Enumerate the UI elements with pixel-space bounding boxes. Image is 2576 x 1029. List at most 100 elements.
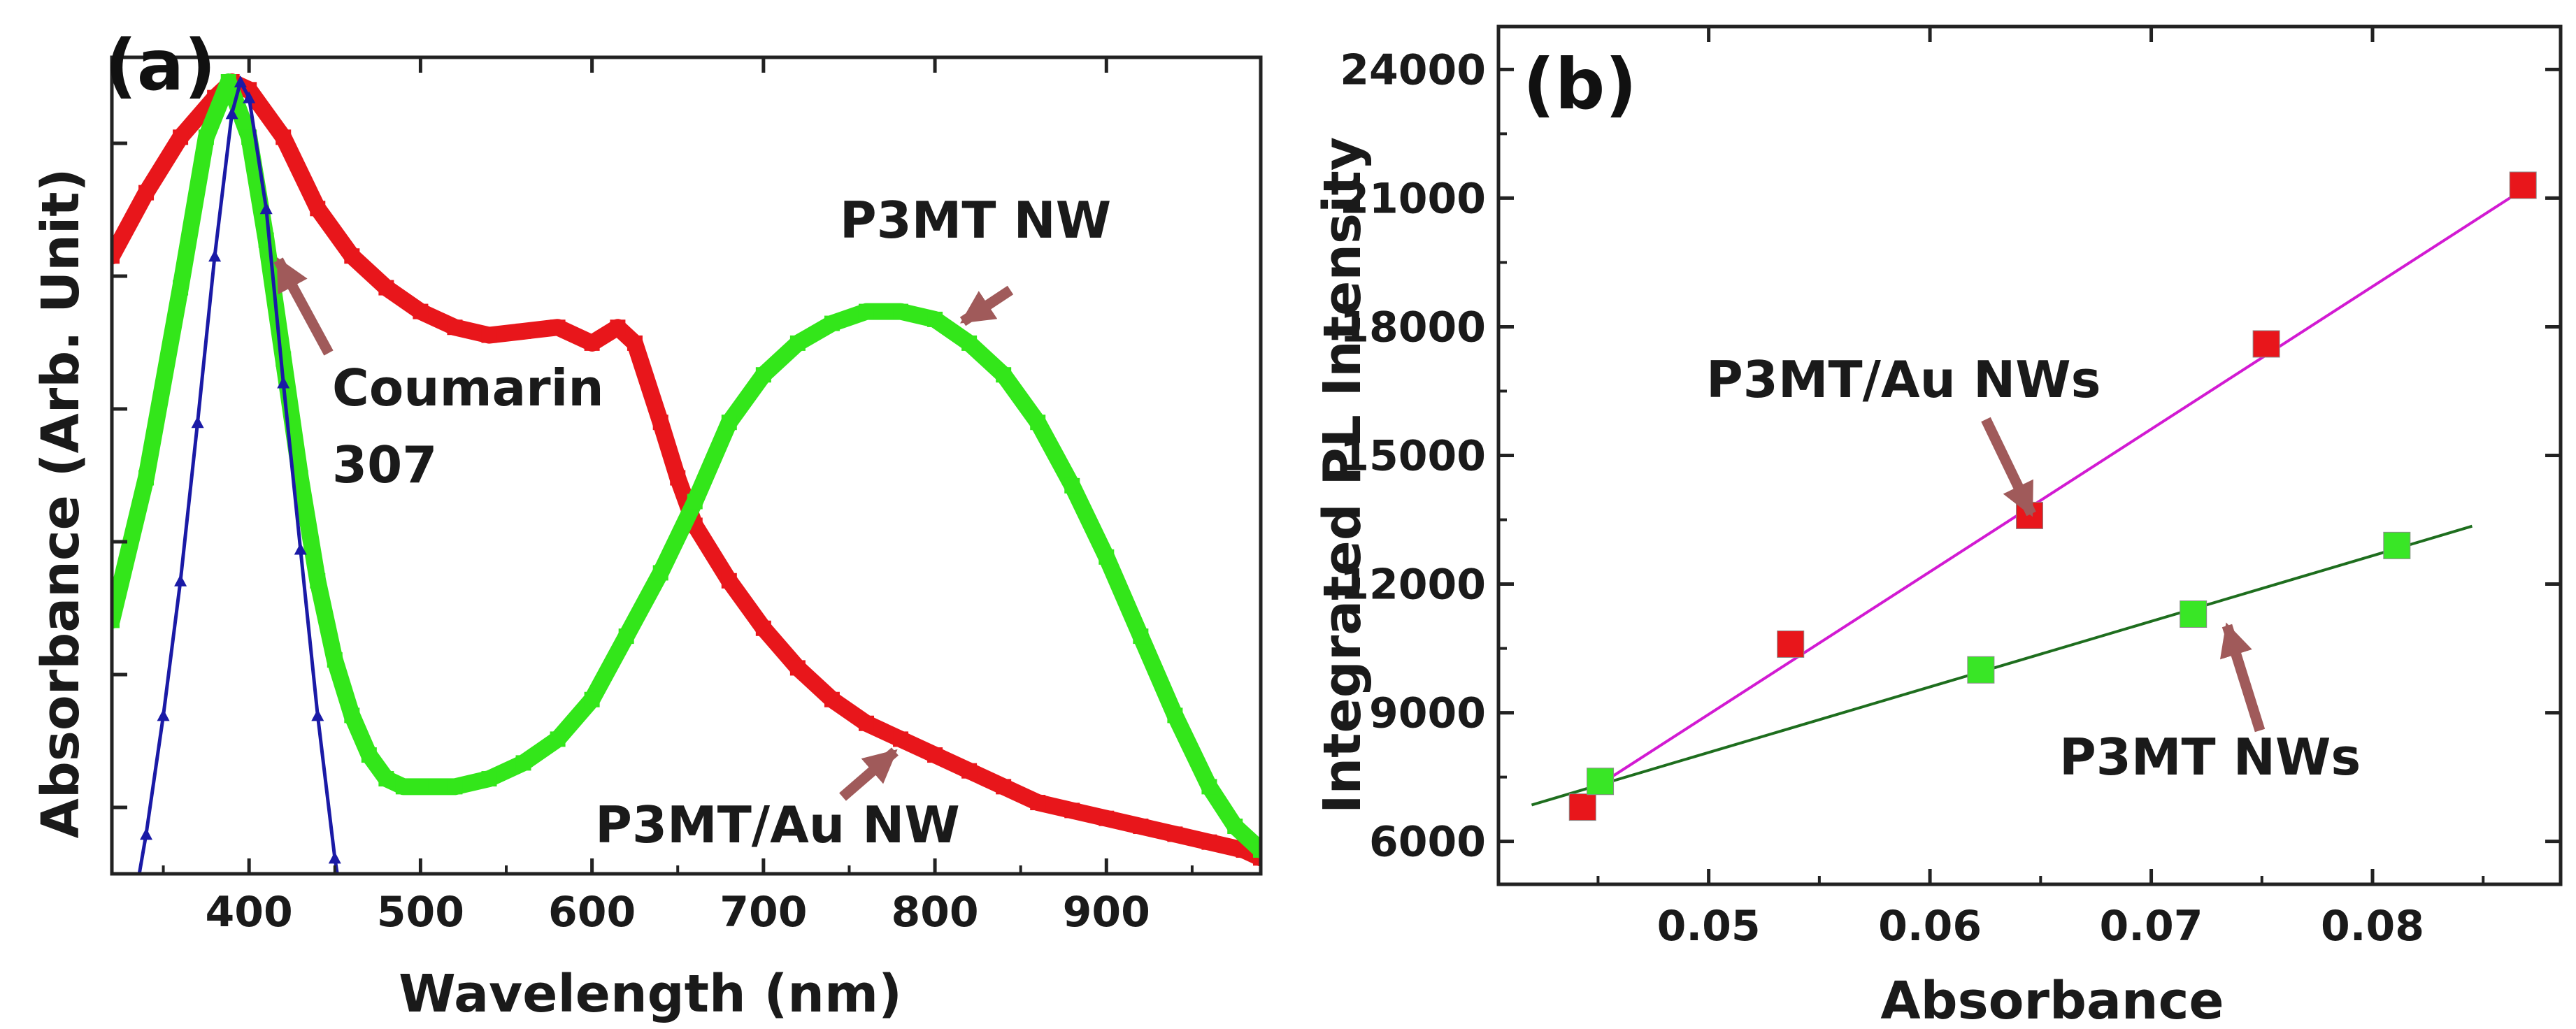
y-tick-label: 15000 <box>1340 432 1486 481</box>
data-point <box>138 185 155 201</box>
panel-b-x-axis-title: Absorbance <box>1880 971 2224 1029</box>
data-point <box>337 907 350 919</box>
data-point <box>1030 415 1046 431</box>
x-tick-label: 400 <box>206 888 293 937</box>
data-point <box>721 415 737 431</box>
data-point <box>789 660 806 676</box>
data-point <box>327 652 343 668</box>
data-point <box>1777 630 1805 658</box>
panel-a-label: (a) <box>105 24 216 106</box>
data-point <box>2252 330 2280 358</box>
x-tick-label: 0.06 <box>1878 902 1982 951</box>
data-point <box>378 771 394 787</box>
panel-a-y-axis-title: Absorbance (Arb. Unit) <box>31 168 91 839</box>
data-point <box>198 129 214 145</box>
x-tick-label: 500 <box>377 888 464 937</box>
data-point <box>140 828 153 840</box>
annotation-p3mt-nws: P3MT NWs <box>2059 728 2361 786</box>
panel-b-label: (b) <box>1523 43 1637 125</box>
data-point <box>893 303 909 319</box>
data-point <box>996 779 1012 795</box>
arrow-p3mt-nw <box>959 285 1014 326</box>
data-point <box>1967 656 1995 684</box>
data-point <box>927 311 943 327</box>
fit-line-0 <box>1597 188 2524 787</box>
data-point <box>361 747 377 763</box>
fit-line-1 <box>1531 524 2473 807</box>
data-point <box>413 779 429 795</box>
data-point <box>344 248 360 264</box>
data-point <box>294 542 307 555</box>
annotation-coumarin-line-2: 307 <box>332 436 437 494</box>
arrow-coumarin <box>273 257 334 356</box>
data-point <box>234 75 247 87</box>
data-point <box>627 335 643 351</box>
data-point <box>276 129 292 145</box>
annotation-p3mt-au-nws: P3MT/Au NWs <box>1706 350 2101 409</box>
panel-a: 400 500 600 700 800 900 (a) Wavelength (nm) A… <box>31 24 1263 1024</box>
data-point <box>2180 600 2208 628</box>
arrow-p3mt-au-nws <box>1981 417 2036 517</box>
data-point <box>824 315 840 331</box>
y-tick-label: 18000 <box>1340 303 1486 352</box>
panel-b-series-layer <box>1531 171 2537 821</box>
data-point <box>259 202 273 215</box>
data-point <box>858 303 874 319</box>
data-point <box>481 771 497 787</box>
x-tick-label: 0.07 <box>2100 902 2203 951</box>
data-point <box>1099 549 1115 565</box>
data-point <box>191 416 204 429</box>
x-tick-label: 0.08 <box>2321 902 2424 951</box>
data-point <box>550 731 566 747</box>
data-point <box>584 335 600 351</box>
annotation-p3mt-au-nw: P3MT/Au NW <box>595 796 960 854</box>
x-tick-label: 0.05 <box>1657 902 1761 951</box>
data-point <box>277 376 290 389</box>
panel-b: 0.05 0.06 0.07 0.08 6000 9000 12000 15000 18000 2… <box>1312 24 2563 1029</box>
data-point <box>344 707 360 724</box>
data-point <box>961 335 978 351</box>
data-point <box>550 319 566 336</box>
data-point <box>208 250 222 262</box>
data-point <box>755 620 771 636</box>
data-point <box>1030 795 1046 811</box>
data-point <box>157 709 170 721</box>
data-point <box>1587 768 1615 796</box>
data-point <box>112 248 120 264</box>
data-point <box>670 470 686 486</box>
data-point <box>378 280 394 296</box>
annotation-p3mt-nw: P3MT NW <box>840 191 1111 250</box>
data-point <box>173 280 189 296</box>
x-tick-label: 800 <box>891 888 978 937</box>
data-point <box>610 319 626 336</box>
data-point <box>515 755 531 771</box>
data-point <box>618 628 634 645</box>
data-point <box>1099 810 1115 826</box>
data-point <box>584 691 600 707</box>
data-point <box>447 319 463 336</box>
data-point <box>515 323 531 339</box>
panel-b-axes-layer: 0.05 0.06 0.07 0.08 6000 9000 12000 15000 18000 2… <box>1340 24 2563 951</box>
data-point <box>789 335 806 351</box>
data-point <box>173 129 189 145</box>
panel-a-series-layer <box>112 73 1261 919</box>
data-point <box>413 303 429 319</box>
data-point <box>1253 850 1261 866</box>
data-point <box>276 351 292 367</box>
panel-b-frame <box>1496 24 2563 886</box>
arrow-p3mt-nws <box>2220 622 2266 733</box>
data-point <box>220 74 236 89</box>
data-point <box>1201 834 1217 850</box>
data-point <box>310 201 326 217</box>
arrow-p3mt-au-nw <box>839 747 899 801</box>
data-point <box>996 367 1012 383</box>
data-point <box>1167 707 1183 724</box>
data-point <box>927 747 943 763</box>
data-point <box>395 779 411 795</box>
y-tick-label: 9000 <box>1369 689 1486 738</box>
panel-a-axes-layer: 400 500 600 700 800 900 <box>110 55 1263 937</box>
data-point <box>225 107 238 120</box>
data-point <box>481 327 497 343</box>
data-point <box>652 565 668 581</box>
